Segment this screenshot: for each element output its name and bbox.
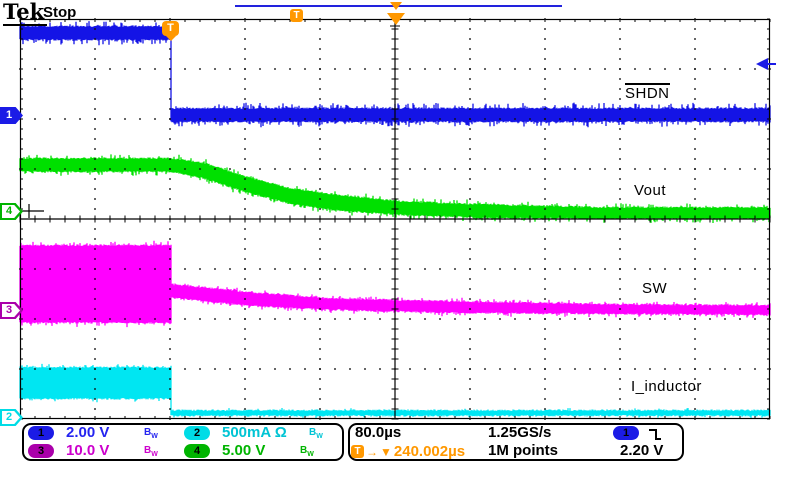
ch3-bandwidth-icon: BW <box>144 445 158 458</box>
ch3-badge[interactable]: 3 <box>28 444 54 458</box>
record-expansion-marker-icon <box>390 2 402 10</box>
trigger-position-marker-tail <box>166 36 176 41</box>
trigger-level-arrow[interactable] <box>756 58 768 70</box>
channel-marker-1[interactable]: 1 <box>0 107 23 124</box>
channel-readouts-box <box>22 423 344 461</box>
channel-marker-3-number: 3 <box>5 304 13 316</box>
traces <box>19 21 771 418</box>
trigger-source-badge[interactable]: 1 <box>613 426 639 440</box>
tek-logo: Tek <box>3 0 48 26</box>
ch4-bandwidth-icon: BW <box>300 445 314 458</box>
channel-marker-4-number: 4 <box>5 205 13 217</box>
channel-marker-4[interactable]: 4 <box>0 203 23 220</box>
record-trigger-marker: T <box>290 9 303 22</box>
ch2-scale: 500mA Ω <box>222 424 287 441</box>
trigger-delay-t-icon: T <box>351 445 364 458</box>
sample-rate: 1.25GS/s <box>488 424 552 441</box>
ch4-scale: 5.00 V <box>222 442 266 459</box>
timebase-trigger-box <box>348 423 684 461</box>
expansion-point-icon <box>387 13 405 25</box>
acquisition-status: Stop <box>43 4 77 21</box>
channel-marker-1-shape <box>0 107 23 124</box>
ch3-scale: 10.0 V <box>66 442 110 459</box>
trace-label-shdn: SHDN <box>625 83 670 102</box>
trace-label-sw: SW <box>642 280 668 297</box>
ch4-badge[interactable]: 4 <box>184 444 210 458</box>
trigger-level-readout: 2.20 V <box>620 442 664 459</box>
channel-marker-2-number: 2 <box>5 411 13 423</box>
trigger-position-marker[interactable]: T <box>162 21 179 36</box>
ch2-bandwidth-icon: BW <box>309 427 323 440</box>
channel-marker-3[interactable]: 3 <box>0 302 23 319</box>
channel-marker-2[interactable]: 2 <box>0 409 23 426</box>
ch2-badge[interactable]: 2 <box>184 426 210 440</box>
ch1-bandwidth-icon: BW <box>144 427 158 440</box>
trigger-delay-readout: T → ▼ 240.002µs <box>351 443 465 460</box>
channel-marker-1-number: 1 <box>5 109 13 121</box>
trace-label-vout: Vout <box>634 182 667 199</box>
trigger-slope-falling-icon <box>649 429 661 440</box>
trace-label-inductor: I_inductor <box>631 378 702 395</box>
timebase-scale: 80.0µs <box>355 424 402 441</box>
ch1-scale: 2.00 V <box>66 424 110 441</box>
graticule <box>19 18 771 420</box>
ch1-badge[interactable]: 1 <box>28 426 54 440</box>
record-length: 1M points <box>488 442 558 459</box>
trigger-delay-value: 240.002µs <box>393 443 466 460</box>
